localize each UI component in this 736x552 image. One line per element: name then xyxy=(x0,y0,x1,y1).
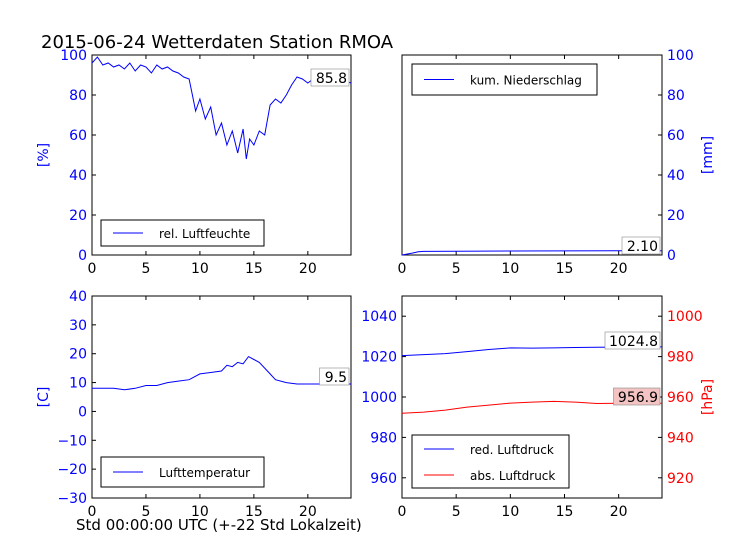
y-tick-label-pressure: 1040 xyxy=(361,309,397,325)
x-tick-label-temperature: 0 xyxy=(88,504,97,520)
x-tick-label-precipitation: 0 xyxy=(398,261,407,277)
y2-tick-label-pressure: 960 xyxy=(667,390,694,406)
plot-frame-precipitation xyxy=(401,54,663,256)
y-tick-label-pressure: 960 xyxy=(370,471,397,487)
current-value-precipitation: 2.10 xyxy=(627,239,658,255)
y-tick-label-precipitation: 0 xyxy=(667,248,676,264)
y-tick-label-humidity: 40 xyxy=(69,168,87,184)
x-tick-label-precipitation: 15 xyxy=(556,261,574,277)
x-tick-label-precipitation: 5 xyxy=(452,261,461,277)
x-tick-label-temperature: 15 xyxy=(245,504,263,520)
y-tick-label-temperature: 0 xyxy=(78,404,87,420)
current-value-humidity: 85.8 xyxy=(316,71,347,87)
y-axis-label-pressure: [hPa] xyxy=(700,379,716,415)
legend-label-pressure-1: abs. Luftdruck xyxy=(470,469,555,483)
x-tick-label-pressure: 15 xyxy=(556,504,574,520)
series-line-humidity-0 xyxy=(91,56,352,160)
y2-tick-label-pressure: 920 xyxy=(667,471,694,487)
x-tick-label-pressure: 20 xyxy=(610,504,628,520)
x-tick-label-precipitation: 10 xyxy=(501,261,519,277)
y-tick-label-temperature: 10 xyxy=(69,376,87,392)
current-value-temperature: 9.5 xyxy=(325,370,347,386)
y-axis-label-temperature: [C] xyxy=(36,387,52,408)
y2-tick-label-pressure: 940 xyxy=(667,430,694,446)
y-tick-label-humidity: 0 xyxy=(78,248,87,264)
current-value-red-pressure-bg xyxy=(604,331,661,350)
x-tick-label-temperature: 5 xyxy=(141,504,150,520)
legend-label-precipitation-0: kum. Niederschlag xyxy=(470,74,582,88)
x-tick-label-humidity: 5 xyxy=(141,261,150,277)
y-tick-label-temperature: −10 xyxy=(57,433,87,449)
series-line-temperature-0 xyxy=(92,355,351,391)
current-value-abs-pressure-bg xyxy=(613,387,661,406)
y-tick-label-temperature: −20 xyxy=(57,462,87,478)
x-tick-label-humidity: 15 xyxy=(245,261,263,277)
x-tick-label-humidity: 10 xyxy=(191,261,209,277)
x-tick-label-pressure: 5 xyxy=(452,504,461,520)
x-tick-label-pressure: 0 xyxy=(398,504,407,520)
plot-frame-temperature xyxy=(91,295,352,499)
y-tick-label-humidity: 80 xyxy=(69,88,87,104)
x-tick-label-humidity: 20 xyxy=(299,261,317,277)
current-value-red-pressure: 1024.8 xyxy=(609,334,658,350)
current-value-precipitation-bg xyxy=(621,236,661,255)
y-tick-label-humidity: 20 xyxy=(69,208,87,224)
x-tick-label-temperature: 10 xyxy=(191,504,209,520)
x-tick-label-pressure: 10 xyxy=(501,504,519,520)
y-tick-label-precipitation: 100 xyxy=(667,48,694,64)
x-tick-label-temperature: 20 xyxy=(299,504,317,520)
y-tick-label-precipitation: 60 xyxy=(667,128,685,144)
legend-box-pressure xyxy=(411,434,570,489)
legend-box-precipitation xyxy=(411,63,598,96)
y-axis-label-humidity: [%] xyxy=(36,143,52,167)
series-line-precipitation-0 xyxy=(401,250,662,256)
figure-title: 2015-06-24 Wetterdaten Station RMOA xyxy=(41,32,394,53)
y-tick-label-temperature: 20 xyxy=(69,347,87,363)
y-tick-label-precipitation: 20 xyxy=(667,208,685,224)
x-tick-label-humidity: 0 xyxy=(88,261,97,277)
y-tick-label-temperature: 40 xyxy=(69,289,87,305)
current-value-abs-pressure: 956.9 xyxy=(618,390,658,406)
legend-label-temperature-0: Lufttemperatur xyxy=(159,466,250,480)
y-tick-label-pressure: 1000 xyxy=(361,390,397,406)
legend-label-humidity-0: rel. Luftfeuchte xyxy=(159,227,250,241)
y-tick-label-pressure: 980 xyxy=(370,430,397,446)
y-tick-label-precipitation: 40 xyxy=(667,168,685,184)
bottom-x-axis-label: Std 00:00:00 UTC (+-22 Std Lokalzeit) xyxy=(76,516,362,534)
current-value-humidity-bg xyxy=(310,68,350,87)
y2-tick-label-pressure: 980 xyxy=(667,350,694,366)
y-tick-label-humidity: 60 xyxy=(69,128,87,144)
y-tick-label-pressure: 1020 xyxy=(361,350,397,366)
legend-box-humidity xyxy=(100,219,265,247)
y2-tick-label-pressure: 1000 xyxy=(667,309,703,325)
y-tick-label-precipitation: 80 xyxy=(667,88,685,104)
y-tick-label-temperature: 30 xyxy=(69,318,87,334)
y-axis-label-precipitation: [mm] xyxy=(700,136,716,174)
legend-label-pressure-0: red. Luftdruck xyxy=(470,443,554,457)
x-tick-label-precipitation: 20 xyxy=(610,261,628,277)
current-value-temperature-bg xyxy=(319,367,350,386)
y-tick-label-temperature: −30 xyxy=(57,491,87,507)
plot-frame-humidity xyxy=(91,54,352,256)
y-tick-label-humidity: 100 xyxy=(60,48,87,64)
